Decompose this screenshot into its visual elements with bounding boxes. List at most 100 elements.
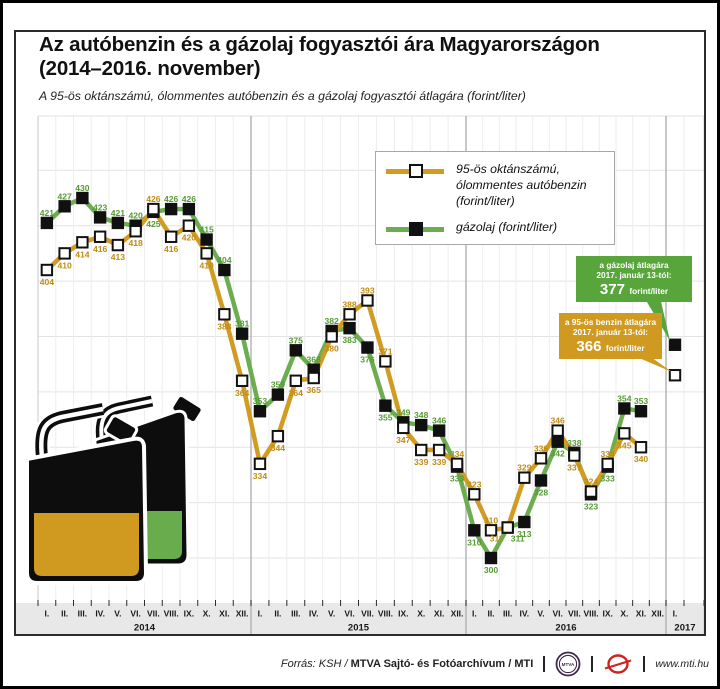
data-label: 324 [584,477,599,487]
gazolaj-point [218,263,231,277]
benzin-point [518,471,531,484]
month-label: VI. [344,609,354,619]
gazolaj-point [235,327,249,340]
gazolaj-point [468,524,481,537]
website-link[interactable]: www.mti.hu [655,658,709,670]
benzin-point [468,488,481,501]
mti-logo-icon [604,654,632,674]
data-label: 388 [342,299,357,309]
month-label: XII. [651,609,664,619]
data-label: 423 [93,202,108,212]
data-label: 421 [40,208,55,218]
year-label: 2017 [674,623,695,634]
gazolaj-point [200,233,213,246]
benzin-point [289,374,302,387]
benzin-point [501,521,514,534]
data-label: 310 [467,537,482,547]
benzin-point [584,485,598,498]
legend-row-gazolaj: gázolaj (forint/liter) [386,220,606,236]
gazolaj-point [182,202,196,216]
benzin-point [415,443,428,457]
data-label: 414 [75,249,90,259]
benzin-point [343,308,356,321]
callout-benzin-unit: forint/liter [605,342,645,353]
data-label: 345 [617,440,632,450]
month-label: IX. [602,609,612,619]
data-label: 338 [567,438,582,448]
data-label: 359 [271,380,286,390]
data-label: 404 [40,277,55,287]
data-label: 323 [584,501,599,511]
gazolaj-point [93,211,107,224]
year-label: 2016 [555,623,576,634]
data-label: 334 [600,449,615,459]
data-label: 425 [146,219,161,229]
benzin-point [668,369,682,382]
benzin-point [218,308,231,321]
benzin-point [634,441,648,454]
data-label: 354 [617,393,632,403]
data-label: 334 [450,449,465,459]
month-label: IV. [520,609,530,619]
data-label: 310 [484,515,499,525]
benzin-point [93,230,107,243]
legend-row-benzin: 95-ös oktánszámú, ólommentes autóbenzin … [386,162,606,210]
data-label: 336 [534,443,549,453]
month-label: III. [78,609,87,619]
gazolaj-point [76,191,89,205]
month-label: I. [45,609,50,619]
month-label: XI. [434,609,444,619]
callout-benzin-line2: 2017. január 13-tól: [572,327,649,338]
month-label: V. [328,609,335,619]
month-label: I. [258,609,263,619]
data-label: 353 [253,396,268,406]
month-label: VIII. [583,609,598,619]
callout-gazolaj-value: 377 [599,280,625,298]
callout-gazolaj-line2: 2017. január 13-tól: [596,270,672,281]
data-label: 333 [600,474,615,484]
data-label: 427 [57,191,72,201]
data-label: 415 [199,225,214,235]
month-label: XII. [451,609,464,619]
data-label: 364 [235,388,250,398]
gazolaj-point [58,200,71,213]
page-subtitle: A 95-ös oktánszámú, ólommentes autóbenzi… [39,89,526,103]
footer-divider [591,656,594,672]
callout-benzin-2017: a 95-ös benzin átlagára 2017. január 13-… [559,313,662,359]
data-label: 313 [517,529,532,539]
legend-label-benzin: 95-ös oktánszámú, ólommentes autóbenzin … [456,162,587,208]
benzin-point [40,263,54,277]
month-label: IX. [184,609,194,619]
month-label: V. [114,609,121,619]
mtva-logo-icon: MTVA [555,651,581,677]
data-label: 346 [550,416,565,426]
benzin-point [182,219,196,232]
data-label: 420 [182,233,197,243]
data-label: 380 [324,343,339,353]
gazolaj-point [432,424,446,437]
data-label: 349 [396,407,411,417]
gazolaj-point [111,216,125,230]
benzin-point [253,457,267,471]
data-label: 348 [414,410,429,420]
data-label: 381 [235,319,250,329]
data-label: 410 [57,260,72,270]
year-label: 2014 [134,623,156,634]
data-label: 416 [93,244,108,254]
title-line1: Az autóbenzin és a gázolaj fogyasztói ár… [39,33,600,56]
data-label: 430 [75,183,90,193]
data-label: 329 [517,463,532,473]
source-text: Forrás: KSH / MTVA Sajtó- és Fotóarchívu… [281,658,533,670]
data-label: 355 [378,413,393,423]
data-label: 426 [164,194,179,204]
data-label: 404 [217,255,232,265]
month-label: II. [61,609,68,619]
callout-benzin-line1: a 95-ös benzin átlagára [564,317,657,327]
month-label: VI. [130,609,140,619]
data-label: 333 [450,474,465,484]
gazolaj-point [484,551,498,565]
month-label: II. [487,609,494,619]
month-label: III. [503,609,512,619]
month-label: VIII. [164,609,179,619]
